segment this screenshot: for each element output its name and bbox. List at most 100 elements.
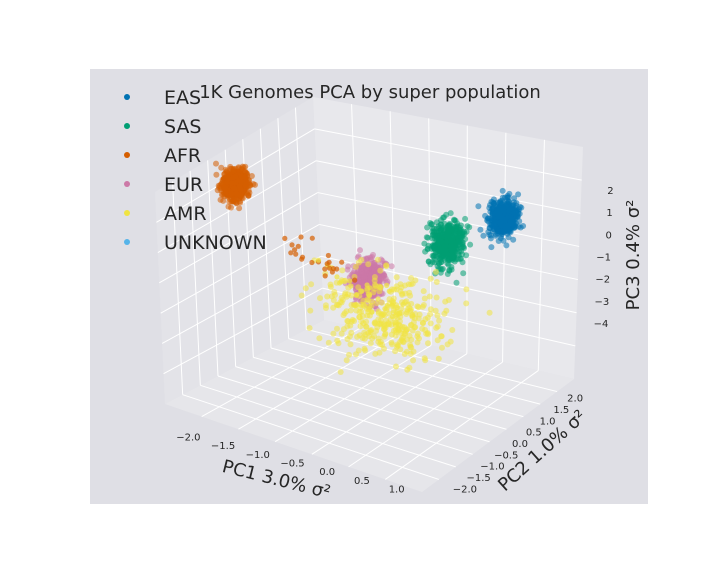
point-amr xyxy=(371,277,378,284)
point-amr xyxy=(349,316,356,323)
point-amr xyxy=(373,300,380,307)
point-trail xyxy=(389,302,395,308)
point-sas xyxy=(441,214,447,221)
point-amr xyxy=(420,288,427,295)
legend-label-afr: AFR xyxy=(164,145,201,167)
point-amr xyxy=(331,289,338,295)
floor-gridline-x xyxy=(384,370,539,480)
series-admixture-trail xyxy=(282,234,406,320)
data-points xyxy=(213,160,527,375)
point-amr xyxy=(445,297,452,303)
point-amr xyxy=(325,339,332,346)
point-sas xyxy=(446,267,453,274)
point-amr xyxy=(381,333,388,340)
point-eas xyxy=(510,202,517,208)
point-amr xyxy=(358,256,365,263)
point-sas xyxy=(423,234,430,241)
y-tick-label: 1.5 xyxy=(553,405,569,416)
point-amr xyxy=(397,346,404,353)
y-tick-label: −2.0 xyxy=(453,484,477,495)
point-amr xyxy=(365,297,372,304)
point-amr xyxy=(401,351,408,357)
legend-label-unknown: UNKNOWN xyxy=(164,232,267,254)
point-afr xyxy=(239,166,246,173)
z-axis-label: PC3 0.4% σ² xyxy=(623,200,644,311)
point-amr xyxy=(436,317,443,324)
x-tick-label: −1.5 xyxy=(211,441,235,452)
floor-gridline-x xyxy=(201,327,360,418)
point-eas xyxy=(488,244,495,251)
legend-marker-sas xyxy=(124,123,130,129)
point-amr xyxy=(346,351,352,358)
legend-label-sas: SAS xyxy=(164,116,201,138)
point-trail xyxy=(298,234,304,240)
point-eas xyxy=(518,204,525,211)
point-amr xyxy=(317,295,323,302)
point-amr xyxy=(410,319,417,326)
point-trail xyxy=(295,243,301,249)
point-eas xyxy=(486,225,493,232)
point-afr xyxy=(243,181,250,188)
point-amr xyxy=(334,301,341,308)
back-gridline-x xyxy=(537,139,545,371)
floor-gridline-y xyxy=(235,366,490,443)
point-amr xyxy=(306,325,313,331)
floor-gridline-x xyxy=(348,361,503,468)
point-amr xyxy=(426,293,433,300)
point-afr xyxy=(218,164,225,171)
point-amr xyxy=(307,307,314,314)
point-amr xyxy=(298,292,305,299)
point-amr xyxy=(425,340,431,347)
point-trail xyxy=(347,278,353,284)
point-amr xyxy=(433,294,440,301)
point-amr xyxy=(327,283,334,290)
point-amr xyxy=(406,289,413,296)
point-trail xyxy=(352,277,358,283)
z-tick-label: −1 xyxy=(596,253,611,264)
point-amr xyxy=(357,323,364,330)
point-sas xyxy=(464,223,471,230)
point-eur xyxy=(371,264,378,270)
point-amr xyxy=(421,295,428,302)
point-eas xyxy=(477,226,484,233)
point-trail xyxy=(322,266,328,272)
point-amr xyxy=(427,275,434,282)
back-gridline-z xyxy=(314,128,582,181)
point-amr xyxy=(425,331,432,338)
floor-gridline-x xyxy=(238,336,396,430)
legend-marker-amr xyxy=(124,210,130,216)
legend-marker-afr xyxy=(124,152,130,158)
point-amr xyxy=(340,312,347,319)
point-amr xyxy=(316,335,323,342)
floor-gridline-x xyxy=(311,353,468,455)
point-amr xyxy=(419,303,426,310)
point-eas xyxy=(495,238,502,244)
point-amr xyxy=(434,337,441,344)
left-gridline-z xyxy=(163,287,323,375)
point-eur xyxy=(344,266,351,273)
point-eas xyxy=(507,214,514,221)
point-amr xyxy=(414,339,421,346)
point-amr xyxy=(421,355,428,362)
point-trail xyxy=(375,296,381,302)
floor-gridline-y xyxy=(200,384,456,468)
point-amr xyxy=(353,307,360,314)
legend-label-amr: AMR xyxy=(164,203,207,225)
point-afr xyxy=(232,196,239,203)
point-amr xyxy=(393,274,400,281)
point-eas xyxy=(492,202,499,209)
x-tick-label: 0.0 xyxy=(319,467,335,478)
point-afr xyxy=(213,160,219,167)
point-afr xyxy=(248,173,255,179)
point-amr xyxy=(441,310,448,317)
point-afr xyxy=(236,205,243,212)
point-eas xyxy=(499,207,506,214)
point-amr xyxy=(377,267,384,274)
point-afr xyxy=(222,184,229,191)
point-amr xyxy=(425,314,431,321)
point-eas xyxy=(480,232,487,239)
point-amr xyxy=(370,289,377,296)
point-amr xyxy=(392,327,399,334)
point-amr xyxy=(399,291,406,298)
point-sas xyxy=(425,258,432,265)
